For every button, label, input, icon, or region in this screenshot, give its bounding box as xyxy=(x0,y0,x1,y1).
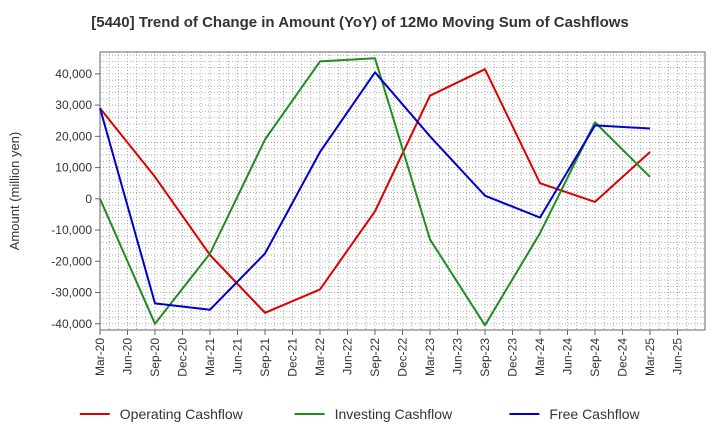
x-tick-label: Dec-22 xyxy=(396,338,410,377)
chart-title: [5440] Trend of Change in Amount (YoY) o… xyxy=(91,14,629,31)
x-tick-label: Mar-21 xyxy=(203,338,217,376)
x-tick-label: Mar-24 xyxy=(533,338,547,376)
x-tick-label: Sep-23 xyxy=(478,338,492,377)
y-tick-label: 20,000 xyxy=(55,129,92,143)
x-tick-label: Jun-24 xyxy=(561,338,575,375)
series-line-investing-cashflow xyxy=(99,57,651,327)
series-line-operating-cashflow xyxy=(99,68,651,314)
x-tick-label: Jun-21 xyxy=(231,338,245,375)
y-tick-label: 40,000 xyxy=(55,67,92,81)
legend-label-operating-cashflow: Operating Cashflow xyxy=(120,406,244,422)
y-tick-label: -30,000 xyxy=(51,286,92,300)
x-tick-label: Jun-22 xyxy=(341,338,355,375)
x-tick-label: Sep-21 xyxy=(258,338,272,377)
legend: Operating Cashflow Investing Cashflow Free… xyxy=(79,406,641,422)
y-tick-label: 0 xyxy=(85,192,92,206)
x-axis: Mar-20 Jun-20 Sep-20 Dec-20 Mar-21 Jun-21 Sep-… xyxy=(93,330,685,377)
x-tick-label: Mar-20 xyxy=(93,338,107,376)
legend-label-free-cashflow: Free Cashflow xyxy=(549,406,640,422)
x-tick-label: Dec-21 xyxy=(286,338,300,377)
series-group xyxy=(99,57,651,327)
grid xyxy=(100,52,705,330)
x-tick-label: Sep-22 xyxy=(368,338,382,377)
x-tick-label: Mar-25 xyxy=(643,338,657,376)
x-tick-label: Sep-24 xyxy=(588,338,602,377)
x-tick-label: Jun-25 xyxy=(671,338,685,375)
legend-label-investing-cashflow: Investing Cashflow xyxy=(335,406,453,422)
x-tick-label: Dec-20 xyxy=(176,338,190,377)
x-tick-label: Mar-23 xyxy=(423,338,437,376)
y-tick-label: -40,000 xyxy=(51,317,92,331)
x-tick-label: Mar-22 xyxy=(313,338,327,376)
y-axis-title: Amount (million yen) xyxy=(7,132,22,251)
y-tick-label: -20,000 xyxy=(51,254,92,268)
y-tick-label: -10,000 xyxy=(51,223,92,237)
y-axis: -40,000 -30,000 -20,000 -10,000 0 10,000 20,00… xyxy=(51,67,100,331)
y-tick-label: 30,000 xyxy=(55,98,92,112)
x-tick-label: Dec-23 xyxy=(506,338,520,377)
x-tick-label: Jun-20 xyxy=(121,338,135,375)
series-line-free-cashflow xyxy=(99,71,651,311)
y-tick-label: 10,000 xyxy=(55,161,92,175)
x-tick-label: Sep-20 xyxy=(148,338,162,377)
x-tick-label: Dec-24 xyxy=(616,338,630,377)
x-tick-label: Jun-23 xyxy=(451,338,465,375)
